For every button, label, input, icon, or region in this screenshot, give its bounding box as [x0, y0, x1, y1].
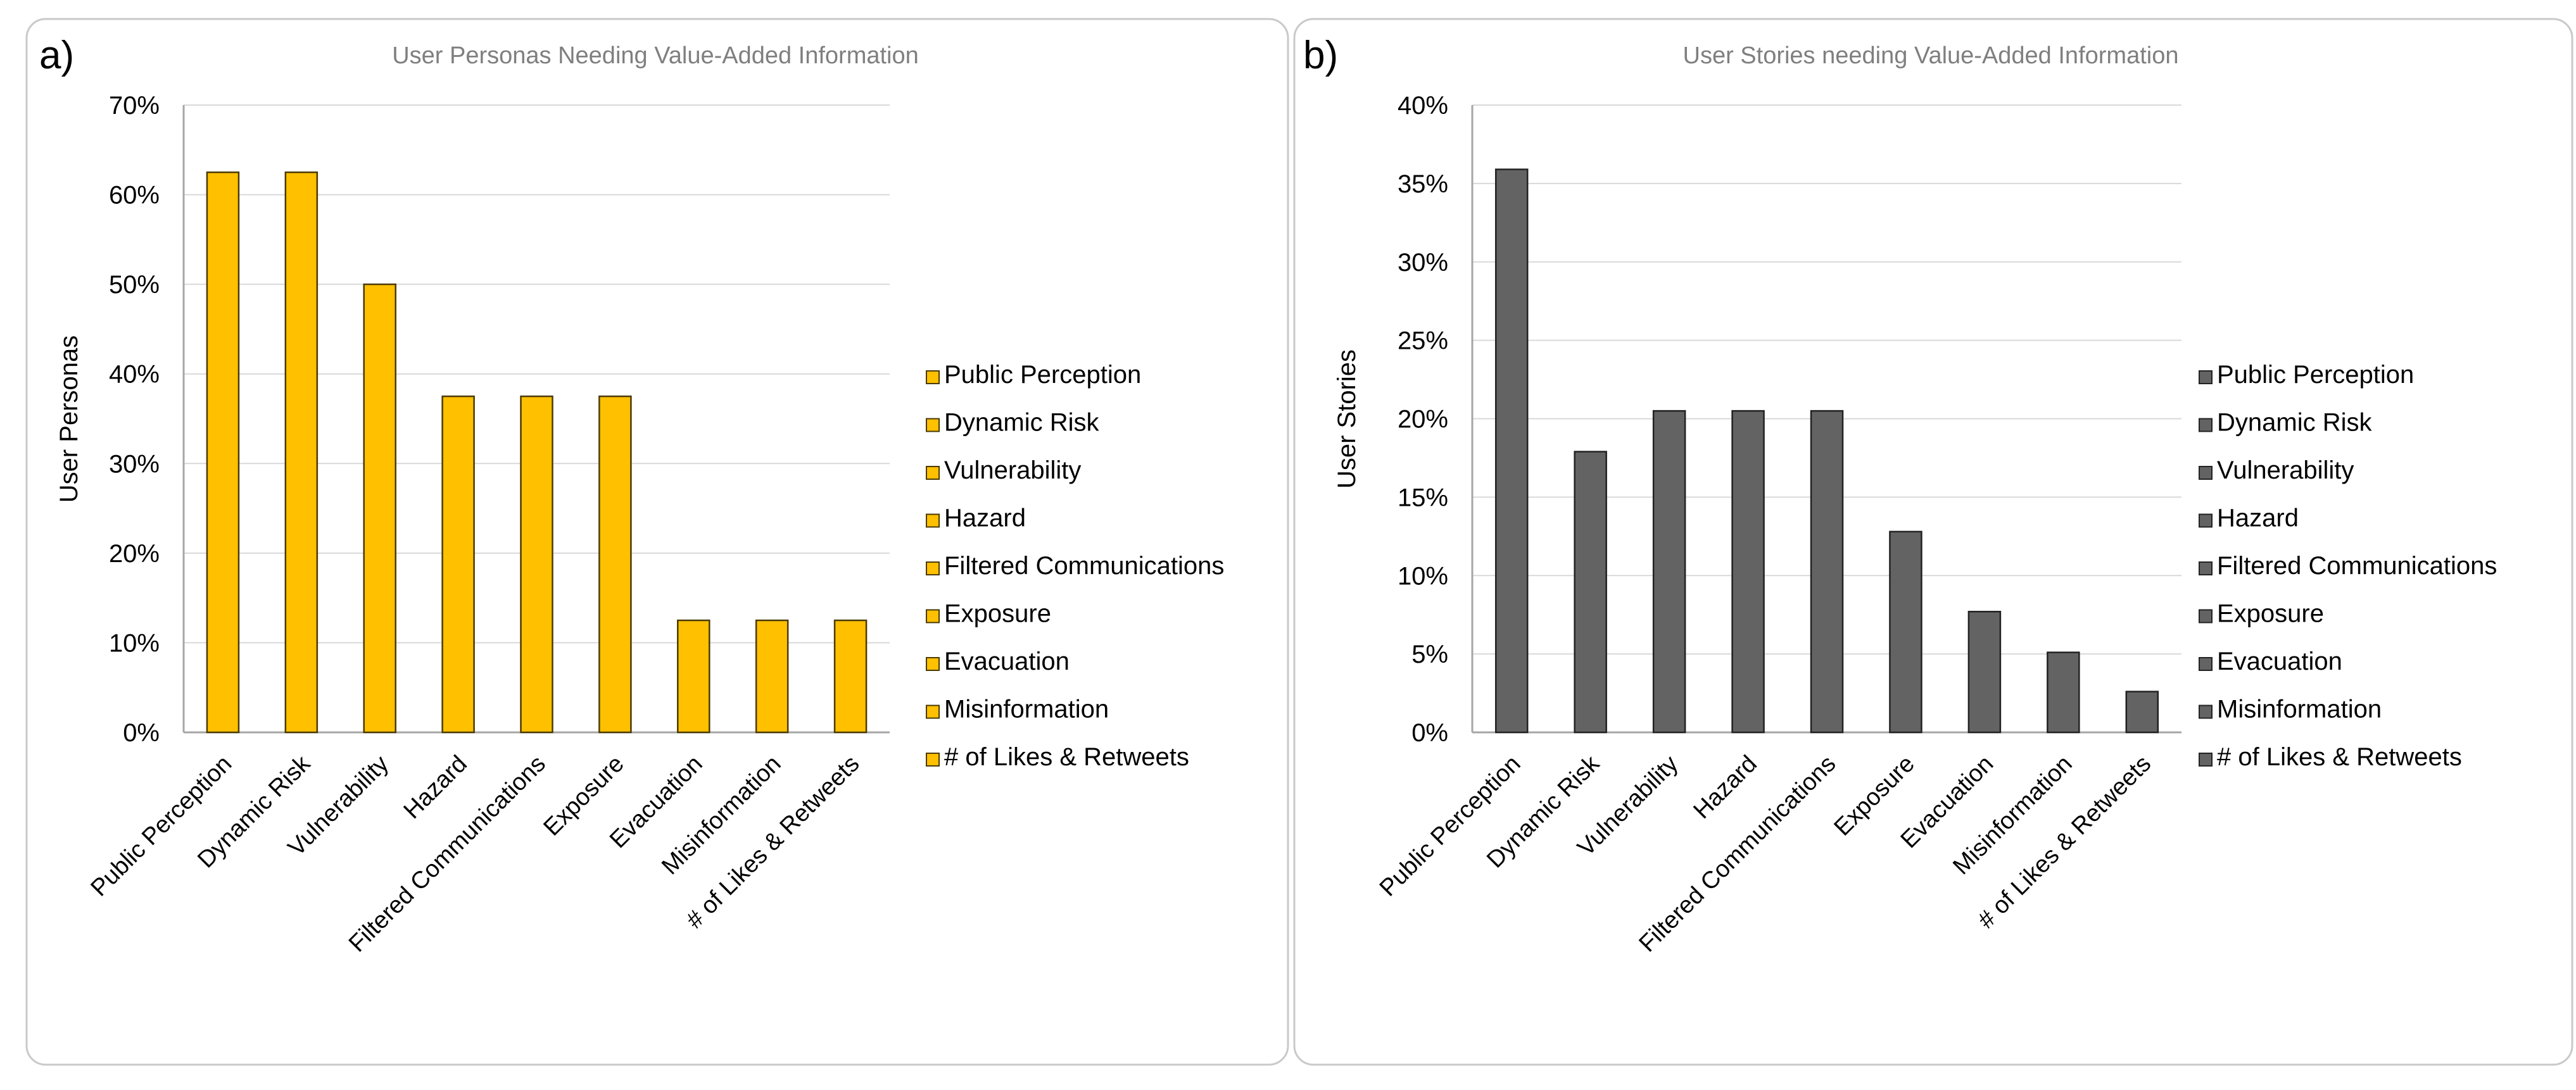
panel-label: b)	[1303, 34, 1338, 77]
bar-vulnerability	[1652, 410, 1686, 734]
legend-item-dynamic-risk: Dynamic Risk	[2217, 409, 2372, 437]
legend-swatch-filtered-communications	[926, 561, 940, 575]
legend-item-misinformation: Misinformation	[944, 696, 1109, 724]
chart-frame	[1293, 18, 2573, 1066]
panel-label: a)	[39, 34, 74, 77]
y-tick-label: 70%	[109, 92, 160, 120]
legend-item-evacuation: Evacuation	[944, 648, 1070, 675]
bar-of-likes-retweets	[833, 619, 868, 734]
bar-public-perception	[206, 171, 240, 734]
legend-swatch-public-perception	[2199, 370, 2213, 384]
chart-panel-b: b) User Stories needing Value-Added Infor…	[1292, 0, 2576, 1090]
bar-filtered-communications	[1810, 410, 1844, 734]
legend-item-public-perception: Public Perception	[2217, 361, 2414, 389]
bar-vulnerability	[363, 283, 396, 734]
bar-exposure	[1889, 530, 1923, 734]
bar-public-perception	[1494, 168, 1529, 734]
y-axis-label: User Personas	[55, 335, 83, 503]
y-tick-label: 40%	[1398, 92, 1448, 120]
y-tick-label: 15%	[1398, 484, 1448, 511]
y-tick-label: 10%	[109, 629, 160, 657]
legend-swatch-of-likes-retweets	[2199, 753, 2213, 767]
y-tick-label: 35%	[1398, 170, 1448, 198]
bar-dynamic-risk	[284, 171, 319, 734]
y-tick-label: 40%	[109, 361, 160, 389]
legend-swatch-exposure	[2199, 609, 2213, 623]
bar-of-likes-retweets	[2125, 691, 2159, 734]
legend-item-hazard: Hazard	[2217, 504, 2299, 532]
legend-item-vulnerability: Vulnerability	[944, 456, 1081, 484]
chart-a-svg: a) User Personas Needing Value-Added Info…	[25, 18, 1289, 1066]
chart-title: User Stories needing Value-Added Informa…	[1683, 42, 2179, 69]
legend-swatch-evacuation	[926, 657, 940, 671]
bar-evacuation	[677, 619, 710, 734]
legend-item-public-perception: Public Perception	[944, 361, 1141, 389]
legend-item-filtered-communications: Filtered Communications	[944, 552, 1224, 580]
legend-item-filtered-communications: Filtered Communications	[2217, 552, 2497, 580]
y-tick-label: 10%	[1398, 562, 1448, 590]
legend-item-evacuation: Evacuation	[2217, 648, 2342, 675]
y-tick-label: 0%	[123, 719, 160, 747]
chart-b-svg: b) User Stories needing Value-Added Infor…	[1293, 18, 2573, 1066]
legend-swatch-misinformation	[926, 705, 940, 719]
legend-swatch-filtered-communications	[2199, 561, 2213, 575]
bar-exposure	[598, 395, 632, 734]
chart-title: User Personas Needing Value-Added Inform…	[392, 42, 919, 69]
legend-item-exposure: Exposure	[2217, 600, 2324, 628]
chart-frame	[25, 18, 1289, 1066]
y-tick-label: 5%	[1411, 641, 1448, 668]
legend-item-vulnerability: Vulnerability	[2217, 456, 2354, 484]
legend-item-hazard: Hazard	[944, 504, 1026, 532]
legend-swatch-dynamic-risk	[926, 418, 940, 432]
legend-item-misinformation: Misinformation	[2217, 696, 2382, 724]
legend-swatch-vulnerability	[2199, 466, 2213, 480]
legend-swatch-hazard	[2199, 513, 2213, 528]
y-tick-label: 25%	[1398, 327, 1448, 355]
legend-swatch-misinformation	[2199, 705, 2213, 719]
legend-swatch-of-likes-retweets	[926, 753, 940, 767]
legend-item-of-likes-retweets: # of Likes & Retweets	[944, 743, 1189, 771]
bar-dynamic-risk	[1574, 451, 1607, 734]
legend-swatch-dynamic-risk	[2199, 418, 2213, 432]
legend-item-of-likes-retweets: # of Likes & Retweets	[2217, 743, 2462, 771]
legend-swatch-exposure	[926, 609, 940, 623]
bar-hazard	[441, 395, 475, 734]
legend-swatch-vulnerability	[926, 466, 940, 480]
y-tick-label: 30%	[109, 450, 160, 478]
legend-swatch-public-perception	[926, 370, 940, 384]
legend-item-exposure: Exposure	[944, 600, 1051, 628]
bar-misinformation	[2047, 651, 2080, 734]
y-tick-label: 60%	[109, 182, 160, 210]
bar-filtered-communications	[520, 395, 553, 734]
legend-item-dynamic-risk: Dynamic Risk	[944, 409, 1099, 437]
legend-swatch-evacuation	[2199, 657, 2213, 671]
chart-panel-a: a) User Personas Needing Value-Added Info…	[25, 18, 1289, 1066]
y-tick-label: 30%	[1398, 249, 1448, 277]
y-axis-label: User Stories	[1333, 349, 1361, 489]
legend-swatch-hazard	[926, 513, 940, 528]
y-tick-label: 20%	[1398, 406, 1448, 434]
y-tick-label: 20%	[109, 540, 160, 568]
bar-misinformation	[755, 619, 789, 734]
y-tick-label: 50%	[109, 271, 160, 299]
bar-hazard	[1731, 410, 1765, 734]
bar-evacuation	[1967, 610, 2002, 734]
y-tick-label: 0%	[1411, 719, 1448, 747]
